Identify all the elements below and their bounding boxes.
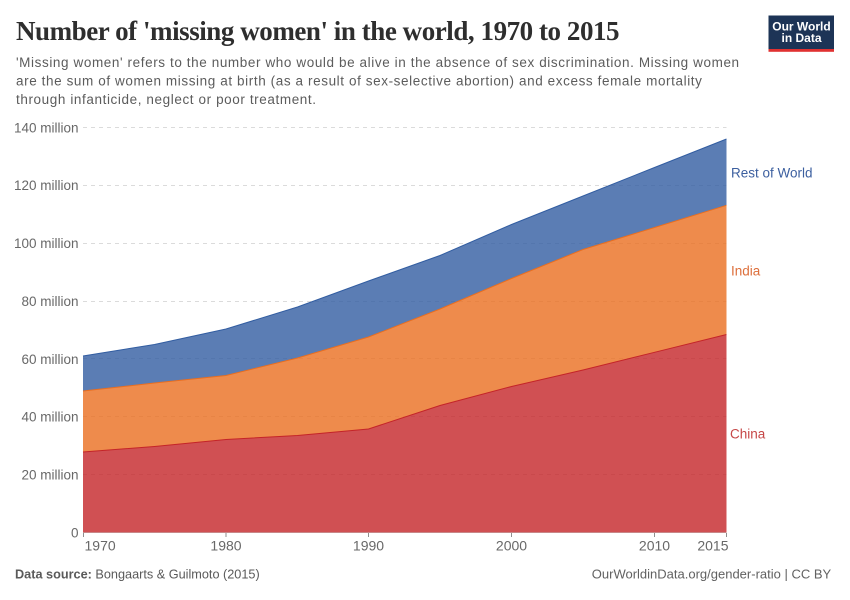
svg-text:in Data: in Data xyxy=(781,31,821,45)
svg-text:80 million: 80 million xyxy=(21,294,78,309)
svg-text:Data source: Bongaarts & Guilm: Data source: Bongaarts & Guilmoto (2015) xyxy=(15,568,260,582)
svg-text:through infanticide, neglect o: through infanticide, neglect or poor tre… xyxy=(16,92,317,107)
svg-text:20 million: 20 million xyxy=(21,468,78,483)
svg-text:1970: 1970 xyxy=(85,538,116,554)
svg-text:140 million: 140 million xyxy=(14,120,79,135)
svg-text:120 million: 120 million xyxy=(14,178,79,193)
svg-text:Rest of World: Rest of World xyxy=(731,166,813,181)
svg-text:'Missing women' refers to the: 'Missing women' refers to the number who… xyxy=(16,55,740,70)
svg-text:1990: 1990 xyxy=(353,538,384,554)
svg-text:2010: 2010 xyxy=(639,538,670,554)
svg-text:China: China xyxy=(730,427,766,442)
svg-text:100 million: 100 million xyxy=(14,236,79,251)
svg-text:2015: 2015 xyxy=(697,538,728,554)
svg-text:are the sum of women missing a: are the sum of women missing at birth (a… xyxy=(16,73,703,88)
svg-text:OurWorldinData.org/gender-rati: OurWorldinData.org/gender-ratio | CC BY xyxy=(592,566,832,581)
svg-text:Our World: Our World xyxy=(772,20,830,34)
svg-text:0: 0 xyxy=(71,525,79,540)
svg-text:40 million: 40 million xyxy=(21,410,78,425)
svg-text:Number of 'missing women' in t: Number of 'missing women' in the world, … xyxy=(16,16,619,46)
svg-text:2000: 2000 xyxy=(496,538,527,554)
svg-text:India: India xyxy=(731,264,761,279)
svg-text:1980: 1980 xyxy=(210,538,241,554)
svg-text:60 million: 60 million xyxy=(21,352,78,367)
